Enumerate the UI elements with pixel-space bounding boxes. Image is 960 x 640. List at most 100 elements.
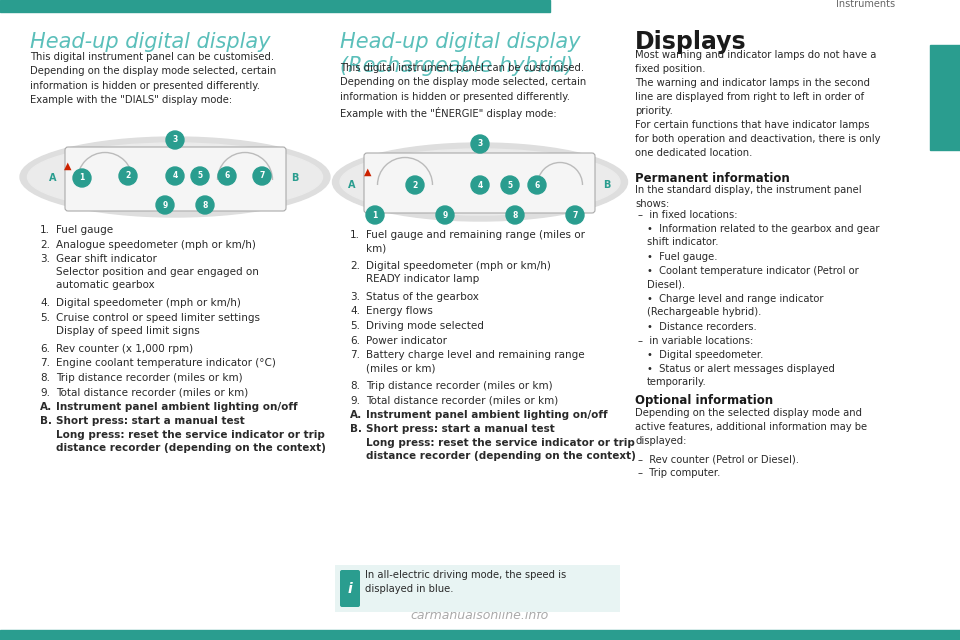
Circle shape: [253, 167, 271, 185]
Text: 5: 5: [198, 172, 203, 180]
Text: B.: B.: [350, 424, 362, 435]
Text: 8: 8: [513, 211, 517, 220]
Text: 3.: 3.: [350, 292, 360, 302]
Text: 6: 6: [535, 180, 540, 189]
Ellipse shape: [340, 149, 620, 215]
Text: 4: 4: [477, 180, 483, 189]
Text: Trip distance recorder (miles or km): Trip distance recorder (miles or km): [366, 381, 553, 391]
Text: Short press: start a manual test
Long press: reset the service indicator or trip: Short press: start a manual test Long pr…: [366, 424, 636, 461]
Text: 4: 4: [173, 172, 178, 180]
Circle shape: [166, 167, 184, 185]
Text: carmanualsonline.info: carmanualsonline.info: [411, 609, 549, 622]
Text: Status of the gearbox: Status of the gearbox: [366, 292, 479, 302]
Text: A: A: [348, 180, 356, 190]
Text: 3: 3: [173, 136, 178, 145]
FancyBboxPatch shape: [65, 147, 286, 211]
Text: 1.: 1.: [40, 225, 50, 235]
Text: 4.: 4.: [40, 298, 50, 308]
Text: 2: 2: [413, 180, 418, 189]
Text: Power indicator: Power indicator: [366, 335, 447, 346]
Text: Fuel gauge: Fuel gauge: [56, 225, 113, 235]
Text: Depending on the selected display mode and
active features, additional informati: Depending on the selected display mode a…: [635, 408, 867, 446]
Circle shape: [166, 131, 184, 149]
Circle shape: [528, 176, 546, 194]
Ellipse shape: [20, 137, 330, 217]
Text: B.: B.: [40, 417, 52, 426]
Circle shape: [191, 167, 209, 185]
Text: Total distance recorder (miles or km): Total distance recorder (miles or km): [366, 396, 559, 406]
Text: 2.: 2.: [40, 239, 50, 250]
Text: 9: 9: [162, 200, 168, 209]
Text: Instrument panel ambient lighting on/off: Instrument panel ambient lighting on/off: [56, 402, 298, 412]
Text: This digital instrument panel can be customised.
Depending on the display mode s: This digital instrument panel can be cus…: [340, 63, 587, 119]
Circle shape: [218, 167, 236, 185]
Text: 9: 9: [443, 211, 447, 220]
Text: Head-up digital display
(Rechargeable hybrid): Head-up digital display (Rechargeable hy…: [340, 32, 581, 76]
Text: Instrument panel ambient lighting on/off: Instrument panel ambient lighting on/off: [366, 410, 608, 420]
Text: A.: A.: [350, 410, 362, 420]
Text: •  Information related to the gearbox and gear
shift indicator.: • Information related to the gearbox and…: [647, 224, 879, 247]
Text: Displays: Displays: [635, 30, 747, 54]
Text: 6.: 6.: [350, 335, 360, 346]
Text: A.: A.: [40, 402, 52, 412]
Text: 1: 1: [934, 83, 955, 113]
Text: –  in fixed locations:: – in fixed locations:: [638, 210, 737, 220]
Text: •  Distance recorders.: • Distance recorders.: [647, 322, 756, 332]
Text: Driving mode selected: Driving mode selected: [366, 321, 484, 331]
Text: Analogue speedometer (mph or km/h): Analogue speedometer (mph or km/h): [56, 239, 256, 250]
Text: This digital instrument panel can be customised.
Depending on the display mode s: This digital instrument panel can be cus…: [30, 52, 276, 105]
Text: •  Digital speedometer.: • Digital speedometer.: [647, 350, 763, 360]
Text: 8: 8: [203, 200, 207, 209]
Circle shape: [501, 176, 519, 194]
Text: 5: 5: [508, 180, 513, 189]
Text: B: B: [603, 180, 611, 190]
Text: Engine coolant temperature indicator (°C): Engine coolant temperature indicator (°C…: [56, 358, 276, 369]
Circle shape: [406, 176, 424, 194]
Circle shape: [196, 196, 214, 214]
Text: 9.: 9.: [350, 396, 360, 406]
Text: 7.: 7.: [40, 358, 50, 369]
Text: •  Charge level and range indicator
(Rechargeable hybrid).: • Charge level and range indicator (Rech…: [647, 294, 824, 317]
Bar: [335, 565, 620, 612]
Text: Instruments: Instruments: [836, 0, 895, 9]
Text: 8.: 8.: [40, 373, 50, 383]
Text: 9.: 9.: [40, 387, 50, 397]
Text: •  Status or alert messages displayed
temporarily.: • Status or alert messages displayed tem…: [647, 364, 835, 387]
Circle shape: [366, 206, 384, 224]
Text: 2: 2: [126, 172, 131, 180]
Text: 8.: 8.: [350, 381, 360, 391]
Circle shape: [119, 167, 137, 185]
FancyBboxPatch shape: [364, 153, 595, 213]
Text: Fuel gauge and remaining range (miles or
km): Fuel gauge and remaining range (miles or…: [366, 230, 585, 253]
Text: Permanent information: Permanent information: [635, 172, 790, 185]
Text: Trip distance recorder (miles or km): Trip distance recorder (miles or km): [56, 373, 243, 383]
Text: 7: 7: [259, 172, 265, 180]
Text: A: A: [49, 173, 57, 183]
Text: 1: 1: [80, 173, 84, 182]
Bar: [930, 45, 960, 150]
Circle shape: [471, 176, 489, 194]
Text: 7: 7: [572, 211, 578, 220]
Bar: [0, 0, 550, 12]
Text: 2.: 2.: [350, 261, 360, 271]
Text: 5.: 5.: [40, 313, 50, 323]
Text: Digital speedometer (mph or km/h)
READY indicator lamp: Digital speedometer (mph or km/h) READY …: [366, 261, 551, 284]
Text: Gear shift indicator
Selector position and gear engaged on
automatic gearbox: Gear shift indicator Selector position a…: [56, 254, 259, 291]
Ellipse shape: [332, 143, 628, 221]
Text: 6: 6: [225, 172, 229, 180]
Text: B: B: [291, 173, 299, 183]
Text: Total distance recorder (miles or km): Total distance recorder (miles or km): [56, 387, 249, 397]
Text: Cruise control or speed limiter settings
Display of speed limit signs: Cruise control or speed limiter settings…: [56, 313, 260, 336]
Text: 1: 1: [372, 211, 377, 220]
Text: Short press: start a manual test
Long press: reset the service indicator or trip: Short press: start a manual test Long pr…: [56, 417, 325, 453]
Bar: [0, 630, 960, 640]
Ellipse shape: [28, 143, 323, 211]
FancyBboxPatch shape: [340, 570, 360, 607]
Circle shape: [73, 169, 91, 187]
Text: –  Rev counter (Petrol or Diesel).: – Rev counter (Petrol or Diesel).: [638, 454, 799, 464]
Text: 7.: 7.: [350, 350, 360, 360]
Text: Energy flows: Energy flows: [366, 307, 433, 317]
Text: –  in variable locations:: – in variable locations:: [638, 336, 754, 346]
Text: 6.: 6.: [40, 344, 50, 354]
Circle shape: [506, 206, 524, 224]
